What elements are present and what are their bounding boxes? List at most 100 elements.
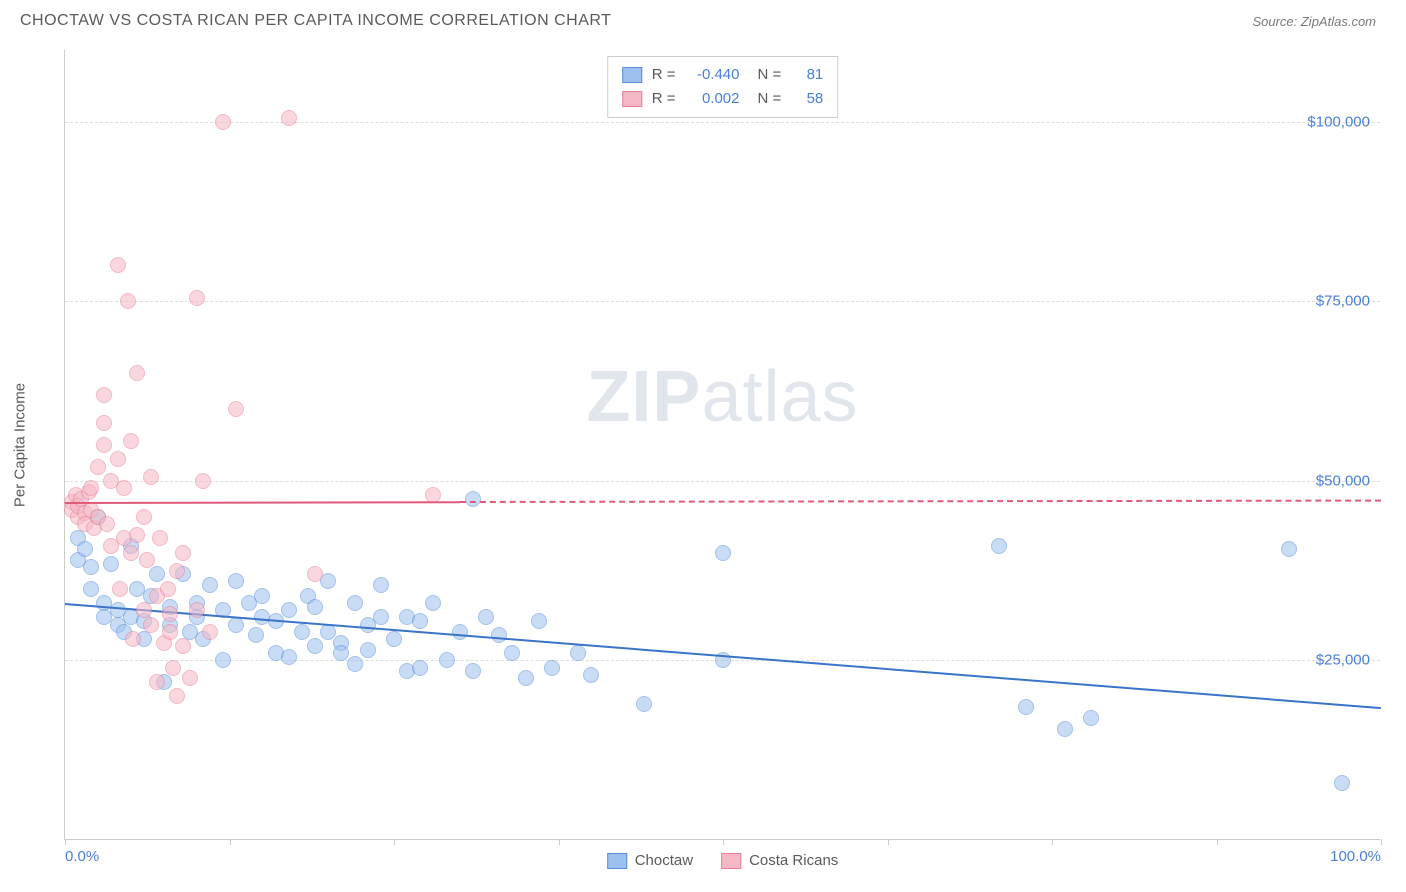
data-point: [123, 545, 139, 561]
chart-container: Per Capita Income ZIPatlas $25,000$50,00…: [50, 50, 1380, 840]
data-point: [215, 114, 231, 130]
data-point: [412, 613, 428, 629]
data-point: [1057, 721, 1073, 737]
data-point: [1018, 699, 1034, 715]
x-tick: [723, 839, 724, 845]
data-point: [195, 473, 211, 489]
data-point: [504, 645, 520, 661]
stat-n-value: 58: [789, 87, 823, 111]
data-point: [347, 595, 363, 611]
data-point: [373, 609, 389, 625]
data-point: [162, 606, 178, 622]
data-point: [143, 617, 159, 633]
data-point: [281, 602, 297, 618]
trend-line: [65, 603, 1381, 709]
stat-r-value: 0.002: [684, 87, 740, 111]
data-point: [175, 638, 191, 654]
data-point: [215, 652, 231, 668]
data-point: [129, 527, 145, 543]
data-point: [373, 577, 389, 593]
y-axis-label: Per Capita Income: [12, 383, 29, 507]
data-point: [160, 581, 176, 597]
data-point: [1083, 710, 1099, 726]
x-tick: [1217, 839, 1218, 845]
data-point: [77, 541, 93, 557]
data-point: [254, 588, 270, 604]
data-point: [136, 509, 152, 525]
data-point: [96, 415, 112, 431]
stat-n-label: N =: [758, 87, 782, 111]
data-point: [281, 110, 297, 126]
chart-title: CHOCTAW VS COSTA RICAN PER CAPITA INCOME…: [20, 12, 611, 30]
stat-r-value: -0.440: [684, 63, 740, 87]
y-tick-label: $100,000: [1307, 113, 1370, 130]
data-point: [1334, 775, 1350, 791]
data-point: [90, 459, 106, 475]
data-point: [83, 480, 99, 496]
data-point: [228, 573, 244, 589]
stats-legend: R =-0.440N =81R =0.002N =58: [607, 56, 839, 118]
data-point: [202, 577, 218, 593]
data-point: [1281, 541, 1297, 557]
data-point: [544, 660, 560, 676]
series-legend: Choctaw Costa Ricans: [607, 852, 839, 869]
x-tick: [1381, 839, 1382, 845]
legend-swatch: [622, 91, 642, 107]
watermark: ZIPatlas: [586, 356, 858, 438]
data-point: [120, 293, 136, 309]
data-point: [248, 627, 264, 643]
source-attribution: Source: ZipAtlas.com: [1252, 14, 1376, 29]
data-point: [307, 599, 323, 615]
x-tick-label: 100.0%: [1330, 848, 1381, 865]
data-point: [149, 566, 165, 582]
data-point: [103, 556, 119, 572]
x-tick-label: 0.0%: [65, 848, 99, 865]
x-tick: [394, 839, 395, 845]
data-point: [162, 624, 178, 640]
data-point: [152, 530, 168, 546]
gridline: [65, 481, 1380, 482]
data-point: [991, 538, 1007, 554]
data-point: [96, 387, 112, 403]
x-tick: [230, 839, 231, 845]
legend-swatch: [607, 853, 627, 869]
data-point: [189, 602, 205, 618]
x-tick: [65, 839, 66, 845]
data-point: [360, 642, 376, 658]
data-point: [189, 290, 205, 306]
data-point: [182, 670, 198, 686]
trend-line: [65, 502, 460, 505]
data-point: [175, 545, 191, 561]
legend-label: Costa Ricans: [749, 852, 838, 869]
data-point: [96, 437, 112, 453]
data-point: [465, 663, 481, 679]
data-point: [531, 613, 547, 629]
data-point: [491, 627, 507, 643]
legend-swatch: [721, 853, 741, 869]
trend-line-dashed: [460, 499, 1381, 502]
data-point: [149, 674, 165, 690]
data-point: [307, 638, 323, 654]
data-point: [294, 624, 310, 640]
gridline: [65, 301, 1380, 302]
data-point: [583, 667, 599, 683]
stats-legend-row: R =-0.440N =81: [622, 63, 824, 87]
x-tick: [1052, 839, 1053, 845]
data-point: [715, 545, 731, 561]
x-tick: [559, 839, 560, 845]
data-point: [110, 451, 126, 467]
data-point: [125, 631, 141, 647]
data-point: [169, 688, 185, 704]
data-point: [347, 656, 363, 672]
data-point: [202, 624, 218, 640]
data-point: [425, 595, 441, 611]
stat-n-value: 81: [789, 63, 823, 87]
data-point: [570, 645, 586, 661]
data-point: [143, 469, 159, 485]
data-point: [386, 631, 402, 647]
legend-label: Choctaw: [635, 852, 693, 869]
data-point: [169, 563, 185, 579]
legend-item: Choctaw: [607, 852, 693, 869]
data-point: [518, 670, 534, 686]
plot-area: ZIPatlas $25,000$50,000$75,000$100,0000.…: [64, 50, 1380, 840]
